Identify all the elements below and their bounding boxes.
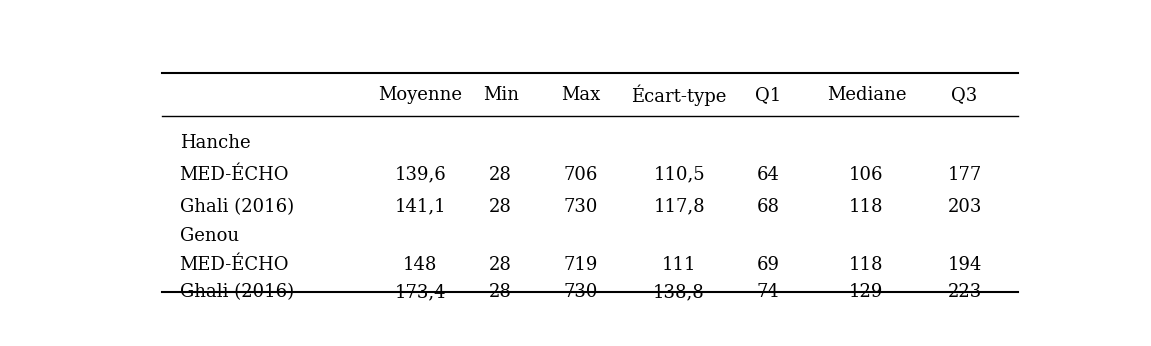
Text: 64: 64 bbox=[757, 166, 779, 184]
Text: 118: 118 bbox=[849, 198, 884, 216]
Text: 106: 106 bbox=[849, 166, 884, 184]
Text: 110,5: 110,5 bbox=[654, 166, 704, 184]
Text: Q3: Q3 bbox=[952, 86, 977, 104]
Text: 74: 74 bbox=[757, 283, 779, 301]
Text: 28: 28 bbox=[489, 166, 512, 184]
Text: Ghali (2016): Ghali (2016) bbox=[180, 198, 294, 216]
Text: 148: 148 bbox=[403, 256, 437, 274]
Text: Max: Max bbox=[562, 86, 601, 104]
Text: 730: 730 bbox=[564, 198, 599, 216]
Text: 706: 706 bbox=[564, 166, 599, 184]
Text: 194: 194 bbox=[947, 256, 982, 274]
Text: Min: Min bbox=[482, 86, 519, 104]
Text: 28: 28 bbox=[489, 283, 512, 301]
Text: Q1: Q1 bbox=[755, 86, 782, 104]
Text: 117,8: 117,8 bbox=[654, 198, 704, 216]
Text: 111: 111 bbox=[662, 256, 696, 274]
Text: 203: 203 bbox=[947, 198, 982, 216]
Text: 141,1: 141,1 bbox=[395, 198, 447, 216]
Text: MED-ÉCHO: MED-ÉCHO bbox=[180, 166, 289, 184]
Text: Genou: Genou bbox=[180, 227, 238, 245]
Text: 730: 730 bbox=[564, 283, 599, 301]
Text: 177: 177 bbox=[947, 166, 982, 184]
Text: 129: 129 bbox=[849, 283, 884, 301]
Text: Ghali (2016): Ghali (2016) bbox=[180, 283, 294, 301]
Text: 28: 28 bbox=[489, 198, 512, 216]
Text: Écart-type: Écart-type bbox=[632, 84, 726, 106]
Text: 138,8: 138,8 bbox=[654, 283, 704, 301]
Text: MED-ÉCHO: MED-ÉCHO bbox=[180, 256, 289, 274]
Text: 223: 223 bbox=[947, 283, 982, 301]
Text: 118: 118 bbox=[849, 256, 884, 274]
Text: 69: 69 bbox=[757, 256, 779, 274]
Text: 28: 28 bbox=[489, 256, 512, 274]
Text: Mediane: Mediane bbox=[826, 86, 906, 104]
Text: Hanche: Hanche bbox=[180, 134, 250, 152]
Text: Moyenne: Moyenne bbox=[379, 86, 463, 104]
Text: 68: 68 bbox=[757, 198, 779, 216]
Text: 719: 719 bbox=[564, 256, 599, 274]
Text: 139,6: 139,6 bbox=[395, 166, 447, 184]
Text: 173,4: 173,4 bbox=[395, 283, 447, 301]
